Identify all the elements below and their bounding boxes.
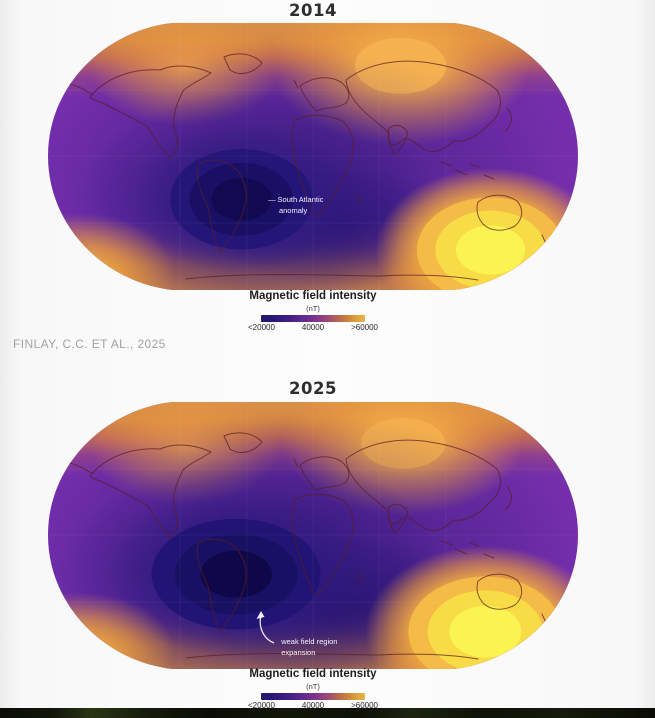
colorbar-gradient <box>261 315 365 322</box>
colorbar-ticks: <20000 40000 >60000 <box>248 323 378 333</box>
colorbar-gradient <box>261 693 365 700</box>
annotation-south-atlantic-anomaly: — South Atlantic anomaly <box>268 195 323 217</box>
coastlines-overlay <box>48 402 578 669</box>
citation-text: FINLAY, C.C. ET AL., 2025 <box>13 337 166 351</box>
annotation-line-1: weak field region <box>281 636 338 646</box>
annotation-weak-field-region: weak field region expansion <box>281 637 337 659</box>
legend-title: Magnetic field intensity <box>249 290 377 302</box>
world-map-2014: — South Atlantic anomaly <box>48 23 578 290</box>
annotation-line-1: — South Atlantic <box>267 195 324 205</box>
annotation-line-2: anomaly <box>278 206 308 216</box>
tick-mid: 40000 <box>301 701 325 710</box>
map-title-2014: 2014 <box>289 1 337 20</box>
tick-max: >60000 <box>351 701 378 710</box>
annotation-arrow-icon <box>252 610 276 644</box>
tick-min: <20000 <box>248 323 275 332</box>
video-frame-strip <box>0 708 655 718</box>
colorbar-legend-2014: Magnetic field intensity (nT) <20000 400… <box>48 290 578 333</box>
tick-mid: 40000 <box>301 323 325 332</box>
colorbar-ticks: <20000 40000 >60000 <box>248 701 378 711</box>
graticule-lines <box>48 23 578 290</box>
tick-min: <20000 <box>248 701 275 710</box>
legend-unit: (nT) <box>306 304 320 313</box>
annotation-line-2: expansion <box>281 647 316 657</box>
coastlines-overlay <box>48 23 578 290</box>
legend-title: Magnetic field intensity <box>249 668 377 680</box>
legend-unit: (nT) <box>306 682 320 691</box>
world-map-2025: weak field region expansion <box>48 402 578 669</box>
map-title-2025: 2025 <box>289 379 337 398</box>
colorbar-legend-2025: Magnetic field intensity (nT) <20000 400… <box>48 668 578 711</box>
tick-max: >60000 <box>351 323 378 332</box>
